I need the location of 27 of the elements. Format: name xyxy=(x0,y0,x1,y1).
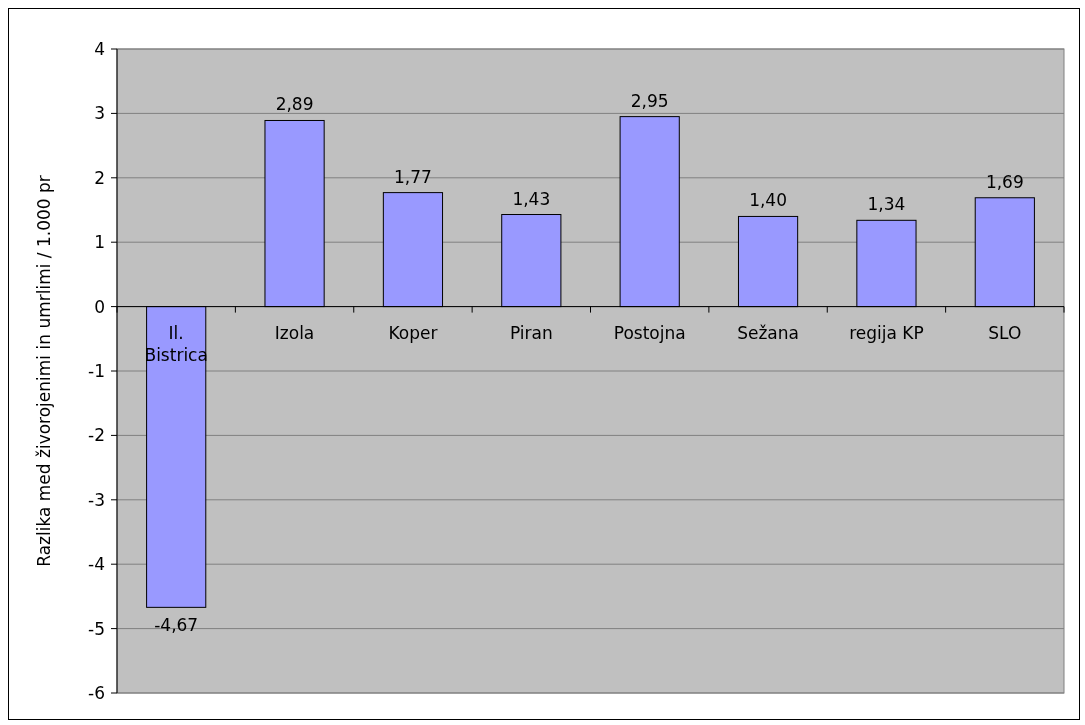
x-tick-label: SLO xyxy=(988,322,1022,343)
y-axis-title: Razlika med živorojenimi in umrlimi / 1.000 pr xyxy=(34,175,54,567)
data-label: -4,67 xyxy=(154,615,199,636)
x-tick-label: Izola xyxy=(274,322,315,343)
y-tick-label: -3 xyxy=(88,489,105,510)
y-tick-label: -6 xyxy=(88,682,105,703)
data-label: 2,95 xyxy=(630,90,669,111)
y-tick-label: 3 xyxy=(94,103,105,124)
data-label: 1,40 xyxy=(749,190,787,211)
x-tick-label: Postojna xyxy=(613,322,686,343)
data-label: 1,43 xyxy=(512,188,551,209)
x-tick-label: regija KP xyxy=(849,322,924,343)
x-tick-label: Koper xyxy=(388,322,438,343)
y-tick-label: -1 xyxy=(88,360,105,381)
data-label: 1,34 xyxy=(867,194,906,215)
data-label: 2,89 xyxy=(275,94,314,115)
y-tick-label: 0 xyxy=(94,296,105,317)
y-tick-label: -5 xyxy=(88,618,105,639)
x-tick-label: Piran xyxy=(509,322,553,343)
y-tick-label: 4 xyxy=(94,38,105,59)
y-tick-label: 2 xyxy=(94,167,105,188)
data-label: 1,69 xyxy=(985,171,1024,192)
data-label: 1,77 xyxy=(394,166,432,187)
x-tick-label: Sežana xyxy=(737,322,799,343)
y-tick-label: -2 xyxy=(88,425,105,446)
y-tick-label: -4 xyxy=(88,554,105,575)
y-tick-label: 1 xyxy=(94,232,105,253)
